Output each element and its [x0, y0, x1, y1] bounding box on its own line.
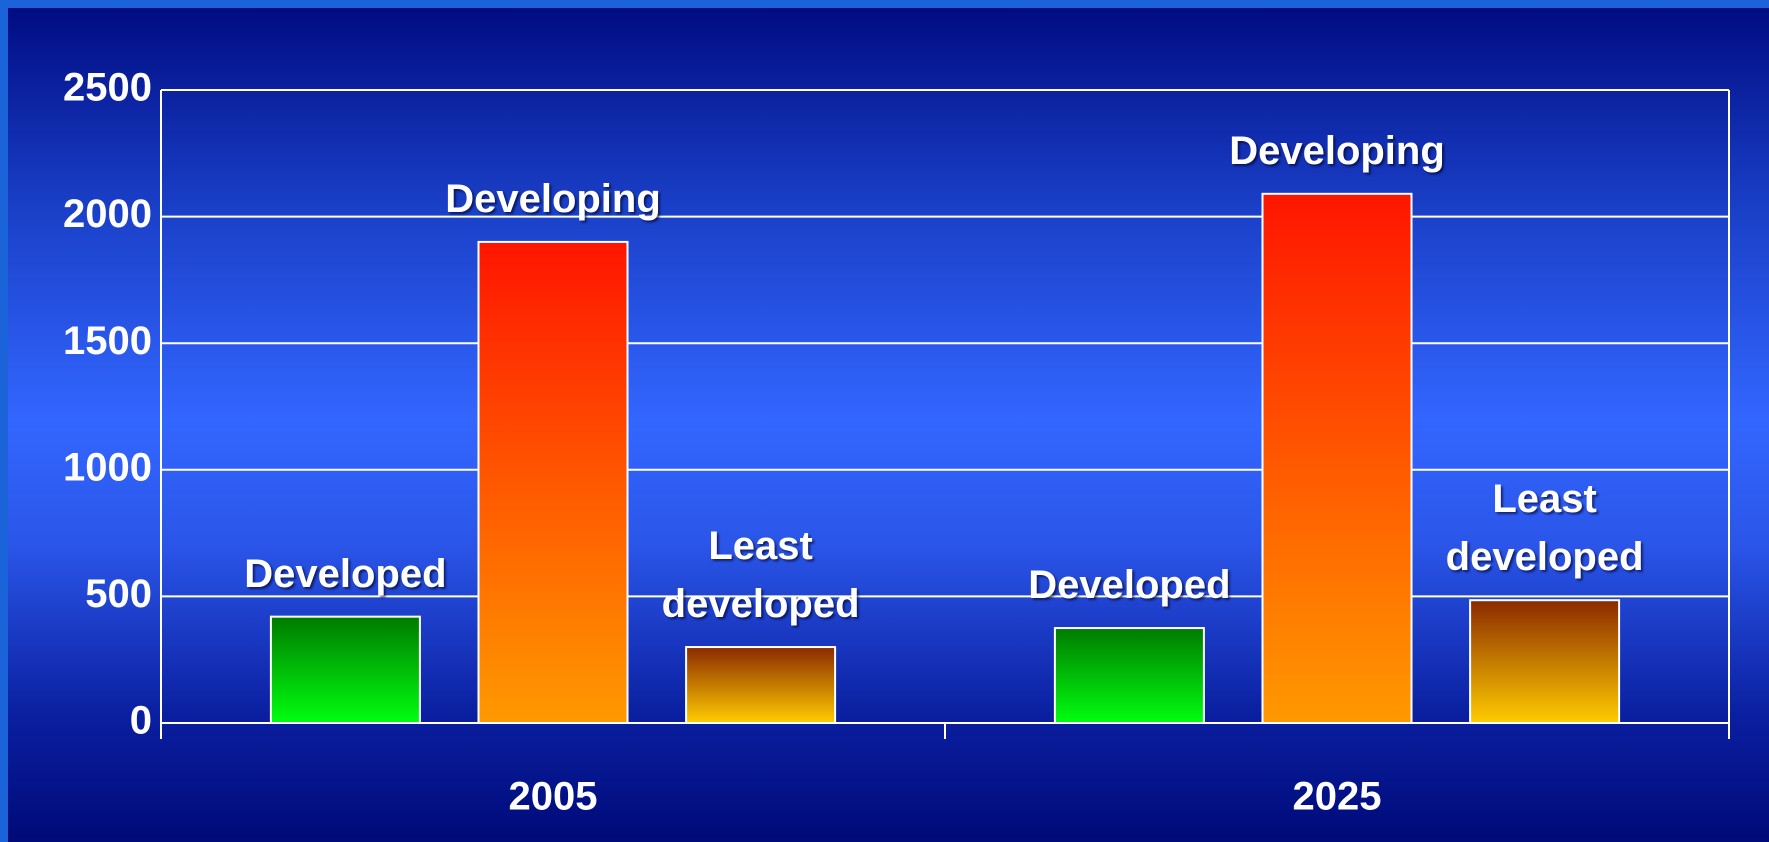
y-tick-label: 1500: [63, 319, 152, 363]
bar: [685, 646, 837, 724]
x-tick-label: 2005: [509, 775, 598, 819]
y-tick-label: 500: [85, 572, 152, 616]
bar: [1469, 599, 1621, 724]
bar-series-label: Developed: [244, 551, 447, 596]
y-tick-label: 2000: [63, 192, 152, 236]
bar-series-label: Developing: [1229, 128, 1445, 173]
y-tick-label: 1000: [63, 445, 152, 489]
y-tick-label: 2500: [63, 66, 152, 110]
bar: [1261, 192, 1413, 724]
bar: [1053, 627, 1205, 724]
x-tick-label: 2025: [1293, 775, 1382, 819]
bar-series-label: Least developed: [661, 524, 860, 627]
bar-series-label: Developed: [1028, 563, 1231, 608]
bar: [269, 615, 421, 725]
y-tick-label: 0: [130, 699, 152, 743]
bar-series-label: Least developed: [1445, 477, 1644, 580]
bar-series-label: Developing: [445, 176, 661, 221]
bar: [477, 240, 629, 724]
